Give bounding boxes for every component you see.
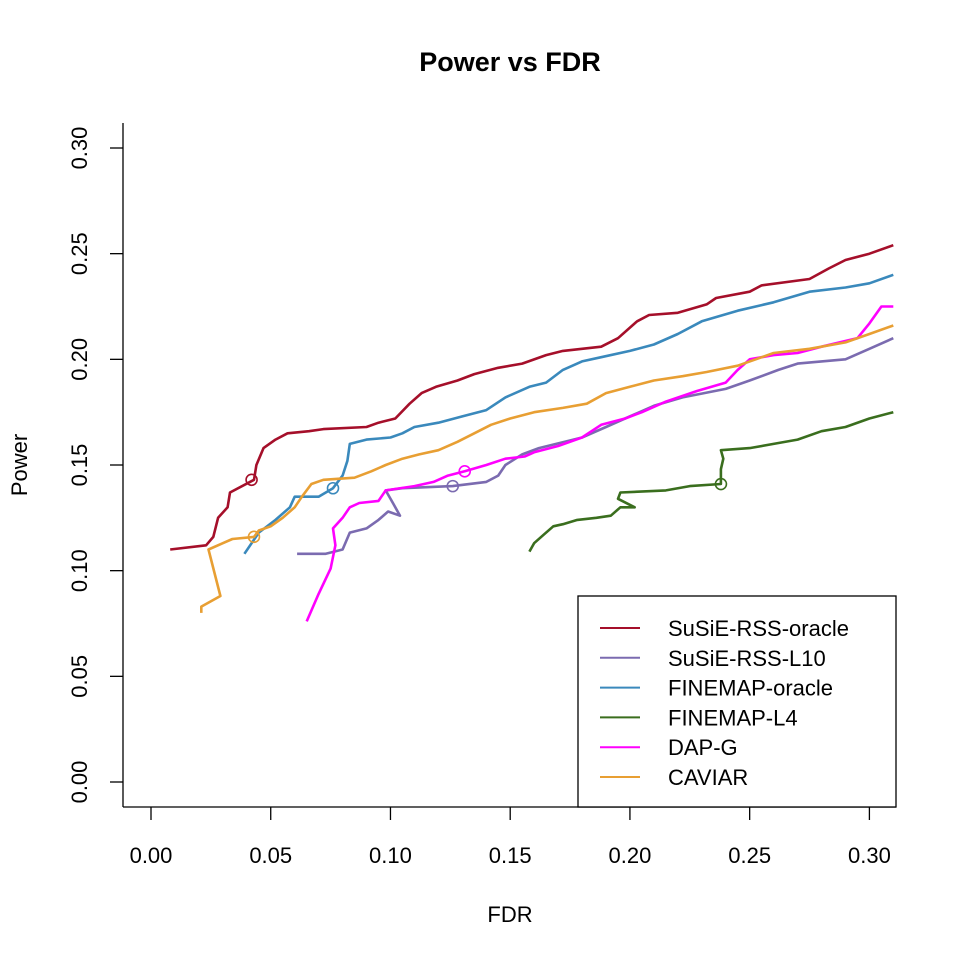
y-tick-label: 0.05 [67,655,92,698]
series-marker-dap-g [458,465,472,478]
series-line-susie-rss-oracle [170,243,894,551]
legend-items: SuSiE-RSS-oracle SuSiE-RSS-L10 FINEMAP-ora… [600,616,849,790]
y-tick-label: 0.25 [67,232,92,275]
x-tick-label: 0.30 [848,843,891,868]
chart-title: Power vs FDR [419,47,601,77]
legend-label-finemap-l4: FINEMAP-L4 [668,705,798,730]
series-markers [245,465,728,544]
series-line-caviar [200,324,894,613]
series-line-finemap-l4 [528,410,894,553]
x-tick-label: 0.25 [728,843,771,868]
y-tick-label: 0.10 [67,549,92,592]
x-axis-ticks: 0.00 0.05 0.10 0.15 0.20 0.25 0.30 [130,807,891,868]
series-marker-susie-rss-l10 [446,479,460,493]
series-line-susie-rss-l10 [297,337,894,556]
legend: SuSiE-RSS-oracle SuSiE-RSS-L10 FINEMAP-ora… [577,595,897,808]
series-marker-caviar [247,530,261,544]
legend-label-caviar: CAVIAR [668,765,748,790]
x-tick-label: 0.00 [130,843,173,868]
series-lines [170,243,894,622]
legend-label-susie-rss-oracle: SuSiE-RSS-oracle [668,616,849,641]
y-axis-ticks: 0.00 0.05 0.10 0.15 0.20 0.25 0.30 [67,127,123,804]
x-tick-label: 0.05 [249,843,292,868]
legend-label-dap-g: DAP-G [668,735,738,760]
x-tick-label: 0.10 [369,843,412,868]
x-tick-label: 0.15 [489,843,532,868]
y-tick-label: 0.30 [67,127,92,170]
y-tick-label: 0.00 [67,761,92,804]
x-tick-label: 0.20 [609,843,652,868]
x-axis-label: FDR [487,902,532,927]
legend-box [577,595,897,808]
series-marker-finemap-oracle [326,481,340,495]
series-marker-susie-rss-oracle [245,473,258,487]
series-line-dap-g [305,305,894,622]
y-tick-label: 0.15 [67,444,92,487]
y-tick-label: 0.20 [67,338,92,381]
series-line-finemap-oracle [243,273,894,555]
legend-label-susie-rss-l10: SuSiE-RSS-L10 [668,646,826,671]
y-axis-label: Power [7,434,32,496]
legend-label-finemap-oracle: FINEMAP-oracle [668,676,833,701]
series-marker-finemap-l4 [714,477,728,491]
